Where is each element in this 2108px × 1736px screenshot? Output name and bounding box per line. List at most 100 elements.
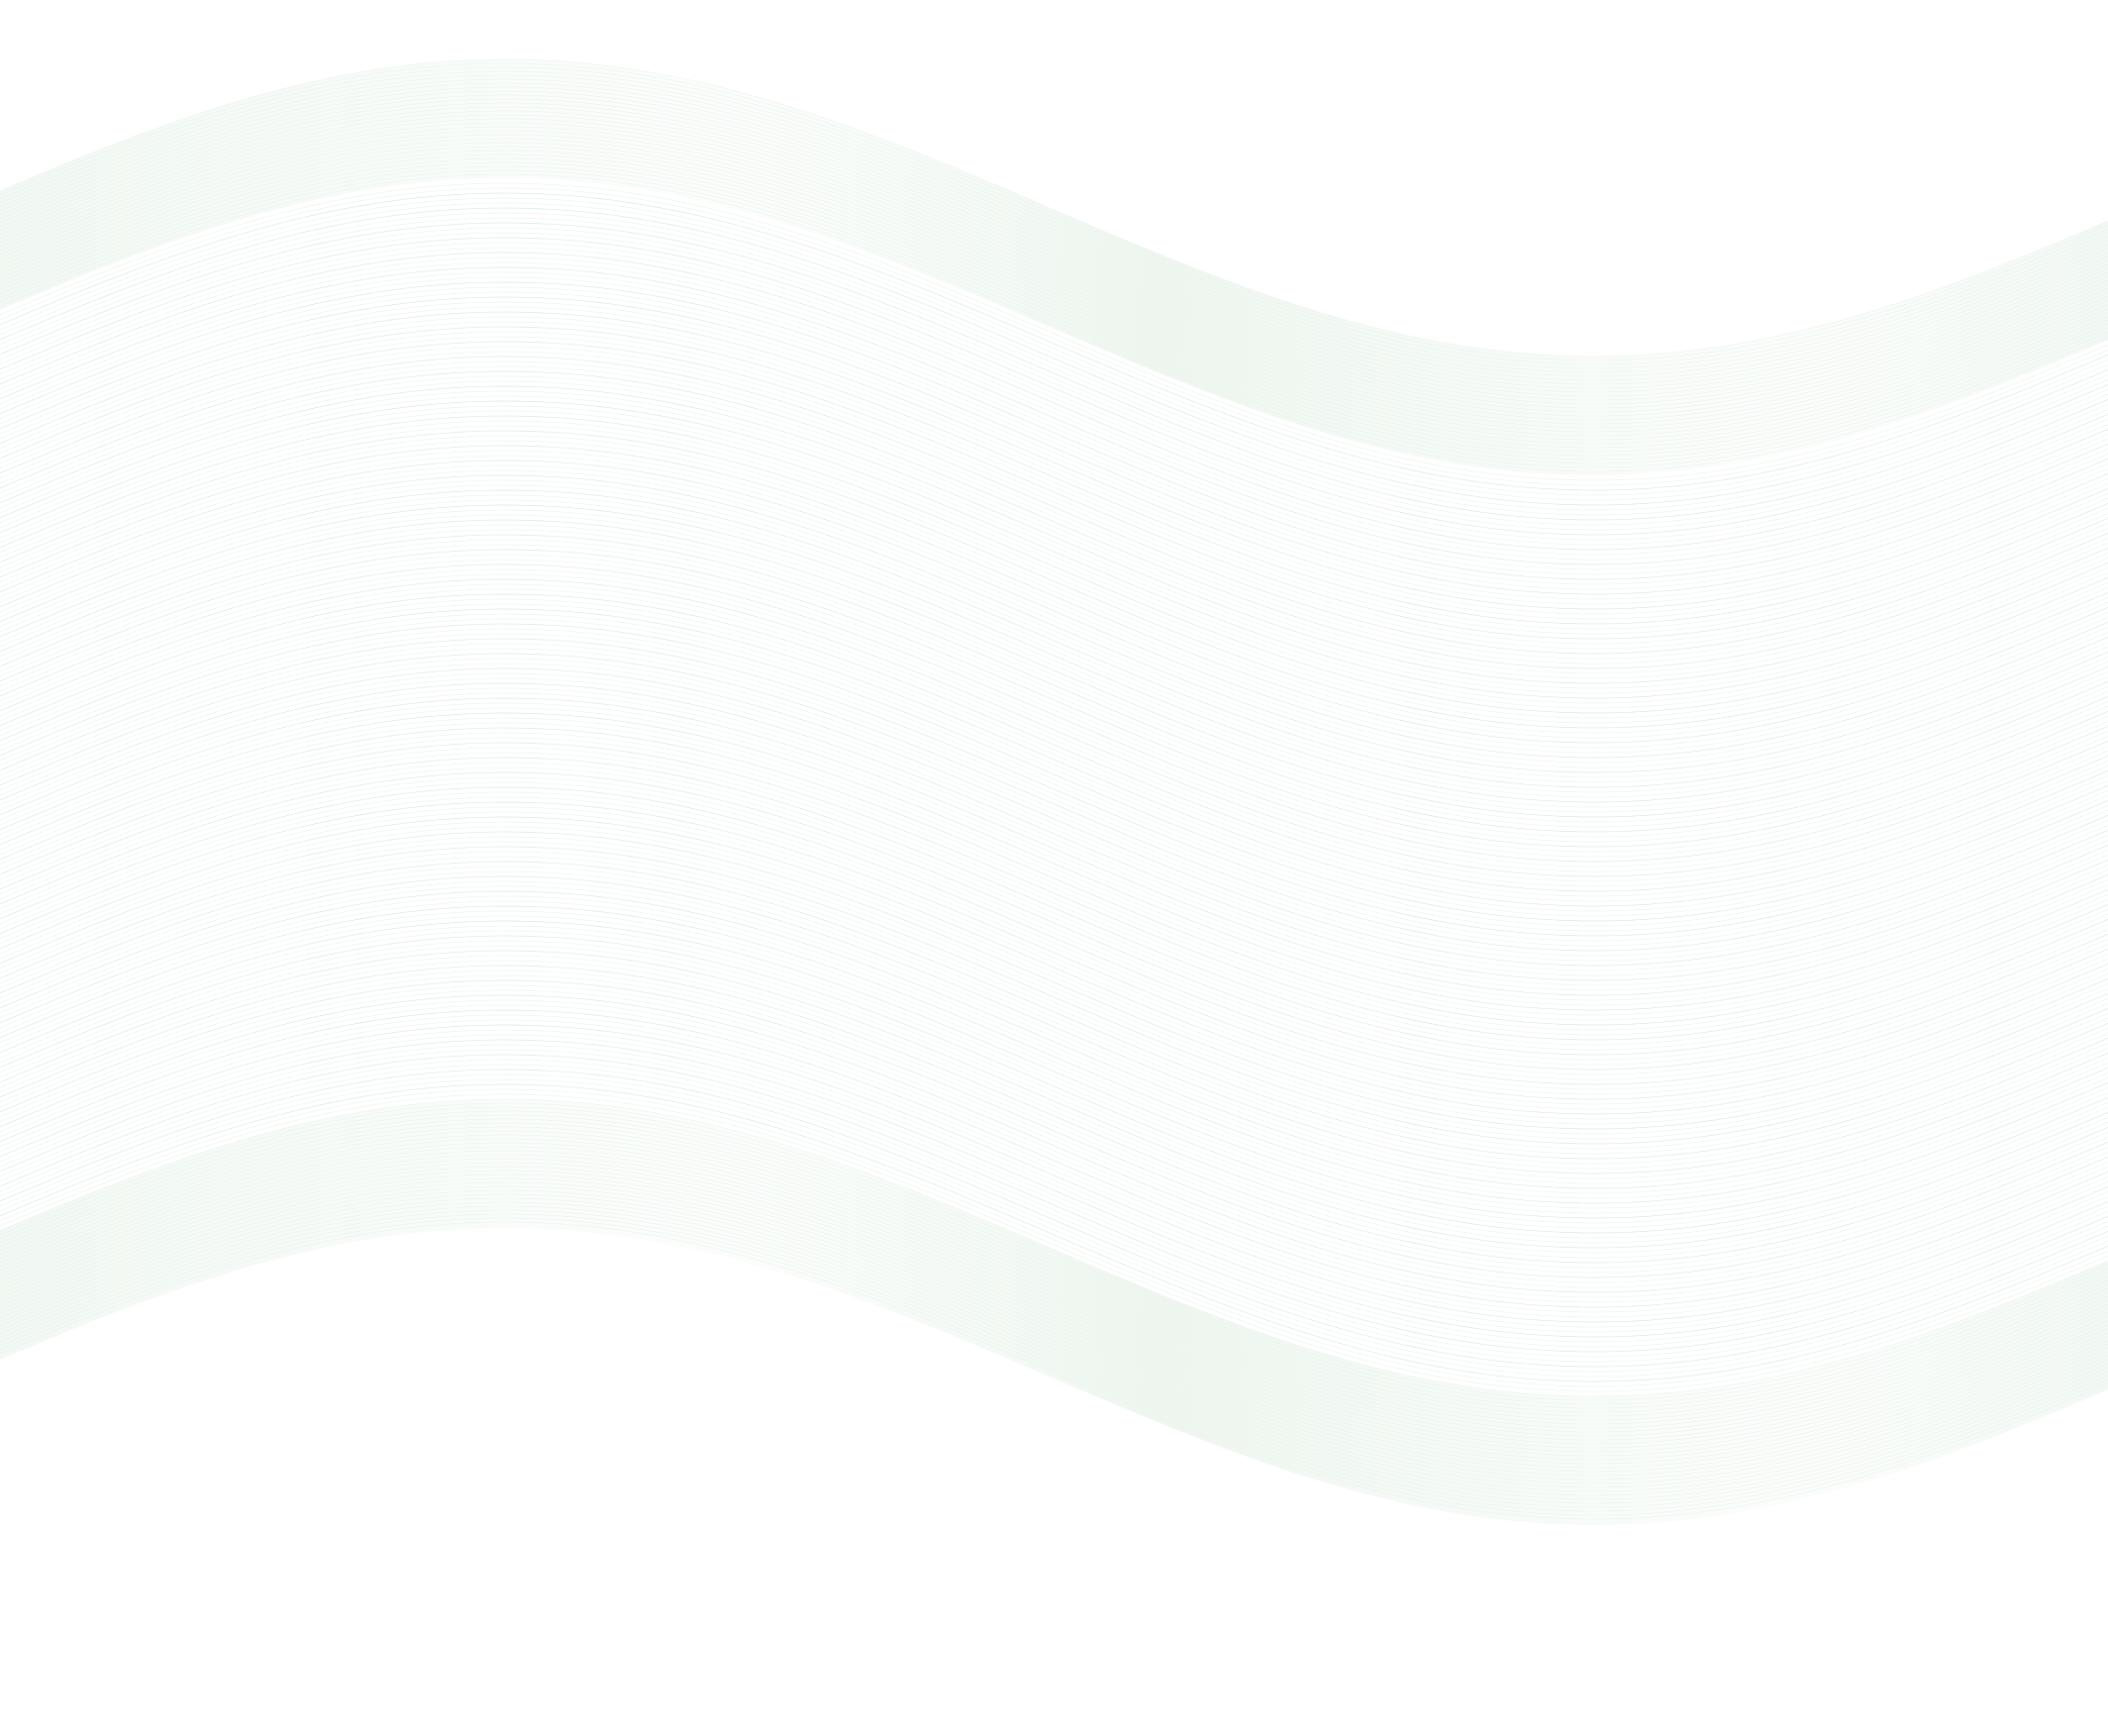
- bottom-band-fill: [0, 1099, 2108, 1525]
- top-band-line: [0, 118, 2108, 417]
- wave-line: [0, 925, 2108, 1224]
- wave-line: [0, 816, 2108, 1115]
- bottom-band-line: [0, 1162, 2108, 1461]
- wave-line: [0, 271, 2108, 570]
- bottom-band-line: [0, 1126, 2108, 1425]
- wave-line: [0, 440, 2108, 739]
- wave-line: [0, 821, 2108, 1120]
- wave-line: [0, 672, 2108, 971]
- wave-line: [0, 776, 2108, 1075]
- wave-line: [0, 489, 2108, 788]
- bottom-band-line: [0, 1189, 2108, 1488]
- wave-line: [0, 261, 2108, 561]
- wave-line: [0, 737, 2108, 1036]
- wave-line: [0, 1064, 2108, 1363]
- wave-line: [0, 1069, 2108, 1368]
- top-band-line: [0, 78, 2108, 377]
- top-band-line: [0, 90, 2108, 389]
- wave-line: [0, 663, 2108, 962]
- wave-line: [0, 742, 2108, 1041]
- wave-line: [0, 999, 2108, 1298]
- bottom-band-line: [0, 1102, 2108, 1401]
- wave-line: [0, 192, 2108, 491]
- wave-line: [0, 321, 2108, 620]
- wave-line: [0, 256, 2108, 556]
- wave-line: [0, 965, 2108, 1264]
- wave-line: [0, 227, 2108, 526]
- wave-line: [0, 484, 2108, 783]
- wave-line: [0, 430, 2108, 729]
- wave-line: [0, 356, 2108, 655]
- wave-line: [0, 207, 2108, 506]
- bottom-band-line: [0, 1205, 2108, 1504]
- wave-line: [0, 762, 2108, 1061]
- wave-line: [0, 692, 2108, 991]
- wave-line: [0, 757, 2108, 1056]
- wave-line: [0, 955, 2108, 1254]
- wave-line: [0, 791, 2108, 1090]
- wave-line: [0, 1059, 2108, 1358]
- top-band-line: [0, 130, 2108, 429]
- wave-line: [0, 682, 2108, 981]
- wave-line: [0, 306, 2108, 605]
- wave-line: [0, 1024, 2108, 1323]
- top-band-line: [0, 157, 2108, 457]
- wave-line: [0, 301, 2108, 600]
- bottom-band-line: [0, 1118, 2108, 1417]
- wave-line: [0, 420, 2108, 719]
- bottom-band-line: [0, 1185, 2108, 1484]
- wave-line: [0, 1078, 2108, 1378]
- wave-line: [0, 197, 2108, 496]
- wave-line: [0, 400, 2108, 699]
- bottom-band-line: [0, 1114, 2108, 1413]
- top-band-line: [0, 110, 2108, 409]
- wave-line: [0, 504, 2108, 803]
- wave-line: [0, 232, 2108, 531]
- top-band-line: [0, 102, 2108, 401]
- wave-line: [0, 1093, 2108, 1392]
- wave-line: [0, 415, 2108, 714]
- wave-line: [0, 890, 2108, 1189]
- wave-line: [0, 836, 2108, 1135]
- wave-line: [0, 727, 2108, 1026]
- wave-line: [0, 950, 2108, 1249]
- bottom-band-line: [0, 1138, 2108, 1437]
- wave-line: [0, 390, 2108, 689]
- wave-line: [0, 781, 2108, 1080]
- wave-line: [0, 1044, 2108, 1343]
- bottom-band-line: [0, 1177, 2108, 1477]
- wave-line: [0, 658, 2108, 957]
- bottom-band-line: [0, 1170, 2108, 1469]
- top-band-line: [0, 94, 2108, 393]
- wave-line: [0, 766, 2108, 1066]
- wave-line: [0, 499, 2108, 798]
- bottom-band-line: [0, 1193, 2108, 1492]
- wave-line: [0, 286, 2108, 585]
- wave-line: [0, 583, 2108, 882]
- wave-line: [0, 786, 2108, 1085]
- wave-line-fill: [0, 182, 2108, 1392]
- wave-line: [0, 573, 2108, 872]
- wave-line: [0, 960, 2108, 1259]
- wave-line: [0, 519, 2108, 818]
- top-band-fill: [0, 59, 2108, 475]
- wave-line: [0, 554, 2108, 853]
- wave-line: [0, 930, 2108, 1229]
- wave-line: [0, 187, 2108, 486]
- wave-line: [0, 613, 2108, 912]
- wave-line: [0, 460, 2108, 759]
- bottom-band-line: [0, 1166, 2108, 1465]
- top-band-line: [0, 146, 2108, 445]
- wave-line: [0, 588, 2108, 887]
- wave-line: [0, 336, 2108, 635]
- wave-line: [0, 870, 2108, 1170]
- wave-line: [0, 445, 2108, 744]
- wave-line: [0, 544, 2108, 843]
- wave-line: [0, 405, 2108, 704]
- wave-line: [0, 331, 2108, 630]
- wave-line: [0, 974, 2108, 1274]
- wave-line: [0, 598, 2108, 897]
- wave-line: [0, 875, 2108, 1174]
- wave-line: [0, 222, 2108, 521]
